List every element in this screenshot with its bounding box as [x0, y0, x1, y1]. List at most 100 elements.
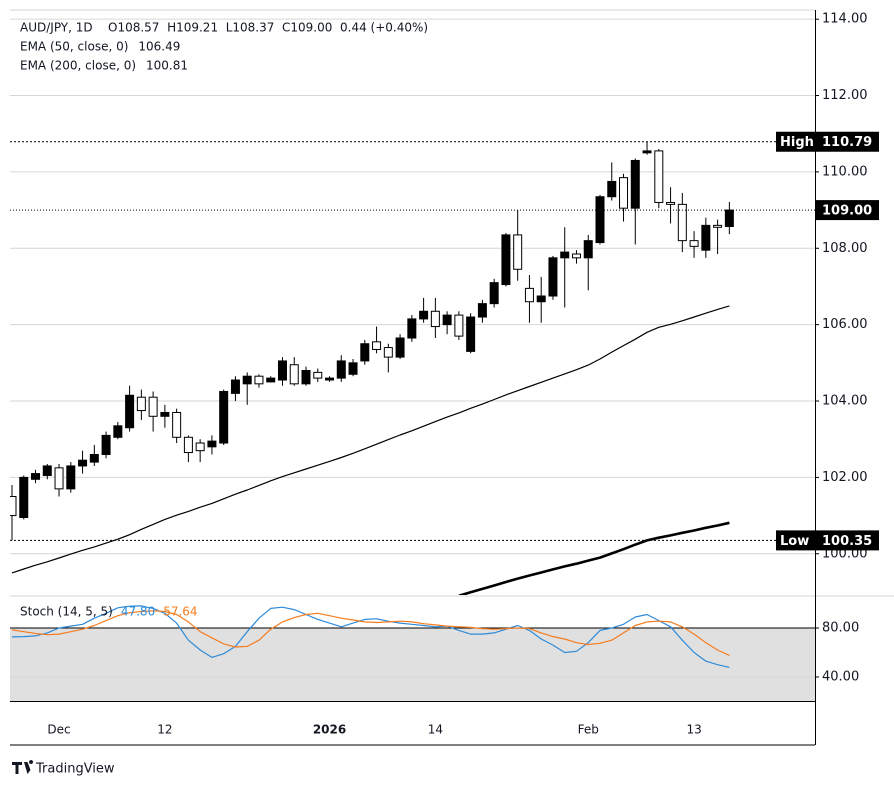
candle-body — [289, 364, 299, 385]
candle-body — [336, 360, 346, 379]
candle-body — [266, 377, 276, 383]
level-tag-box — [776, 530, 816, 551]
x-tick-label: 14 — [428, 723, 443, 737]
legend-label: EMA (200, close, 0) — [20, 59, 136, 73]
candle-body — [277, 360, 287, 381]
legend-value: 100.81 — [146, 59, 188, 73]
x-tick-label: Dec — [47, 723, 70, 737]
level-tag: High — [780, 135, 814, 150]
candle-body — [430, 310, 440, 328]
candle-body — [195, 442, 205, 452]
level-tag-box — [776, 131, 816, 152]
candle-body — [230, 379, 240, 394]
candle-body — [466, 316, 476, 352]
candle-body — [713, 224, 723, 228]
ohlc-info: O108.57 H109.21 L108.37 C109.00 0.44 (+0… — [108, 21, 428, 35]
candle-body — [477, 303, 487, 318]
price-label: 110.79 — [822, 135, 872, 150]
candle-body — [148, 396, 158, 417]
candle-body — [407, 318, 417, 339]
candle-body — [501, 234, 511, 286]
price-label: 100.35 — [822, 534, 872, 549]
grid-layer — [10, 18, 815, 702]
candle-body — [125, 394, 135, 429]
candle-body — [513, 234, 523, 270]
overlay-layer: 100.00102.00104.00106.00108.00110.00112.… — [10, 12, 879, 737]
candle-body — [630, 159, 640, 209]
candle-body — [583, 240, 593, 259]
stoch-pane — [11, 605, 730, 668]
candle-body — [160, 411, 170, 417]
y-tick-label: 106.00 — [822, 317, 868, 332]
price-label-box — [816, 131, 879, 152]
stoch-band — [10, 627, 815, 702]
series-line — [11, 305, 730, 574]
candle-body — [419, 310, 429, 320]
price-label-box — [816, 200, 879, 221]
candle-body — [666, 201, 676, 205]
candle-body — [372, 341, 382, 350]
candle-body — [31, 473, 41, 480]
candle-body — [207, 440, 217, 448]
candle-body — [183, 436, 193, 454]
candle-body — [136, 396, 146, 412]
series-line — [11, 610, 730, 656]
candle-body — [172, 411, 182, 438]
candle-body — [10, 495, 17, 517]
candle-body — [19, 476, 29, 518]
x-tick-label: 12 — [157, 723, 172, 737]
x-tick-label: Feb — [578, 723, 599, 737]
candle-body — [395, 337, 405, 358]
series-line — [11, 605, 730, 668]
candle-body — [313, 371, 323, 379]
legend-value: 106.49 — [138, 40, 180, 54]
x-tick-label: 2026 — [313, 723, 346, 737]
brand-icon — [12, 760, 34, 774]
price-label-box — [816, 530, 879, 551]
candle-body — [654, 150, 664, 203]
candle-body — [536, 295, 546, 303]
candle-body — [219, 390, 229, 444]
y-tick-label: 114.00 — [822, 12, 868, 27]
candle-body — [78, 459, 88, 467]
series-line — [458, 521, 730, 595]
level-tag: Low — [780, 534, 809, 549]
chart-title: AUD/JPY, 1D — [20, 21, 93, 35]
price-label: 109.00 — [822, 204, 872, 219]
candle-body — [701, 224, 711, 251]
candle-body — [454, 314, 464, 337]
y-tick-label: 80.00 — [822, 620, 859, 635]
y-tick-label: 108.00 — [822, 241, 868, 256]
candle-body — [619, 177, 629, 209]
x-tick-label: 13 — [686, 723, 701, 737]
legend-value: 57.64 — [163, 605, 197, 619]
candle-body — [677, 203, 687, 242]
brand-logo: TradingView — [12, 760, 115, 777]
candle-body — [242, 375, 252, 385]
candle-body — [42, 465, 52, 476]
y-tick-label: 104.00 — [822, 394, 868, 409]
candle-body — [360, 343, 370, 362]
candle-body — [595, 196, 605, 244]
candle-body — [689, 240, 699, 247]
candle-body — [301, 369, 311, 385]
candle-body — [524, 287, 534, 303]
candle-body — [101, 434, 111, 455]
candle-body — [54, 467, 64, 490]
candle-body — [442, 314, 452, 326]
y-tick-label: 102.00 — [822, 470, 868, 485]
candle-body — [254, 375, 264, 385]
candle-body — [724, 209, 734, 228]
y-tick-label: 112.00 — [822, 88, 868, 103]
candle-body — [571, 253, 581, 259]
candle-body — [66, 465, 76, 490]
legend-value: 47.80 — [121, 605, 155, 619]
y-tick-label: 40.00 — [822, 669, 859, 684]
brand-name: TradingView — [35, 762, 115, 777]
candle-body — [560, 251, 570, 259]
y-tick-label: 110.00 — [822, 164, 868, 179]
stoch-title: Stoch (14, 5, 5) — [20, 605, 113, 619]
candle-body — [325, 377, 335, 381]
candle-body — [548, 257, 558, 297]
